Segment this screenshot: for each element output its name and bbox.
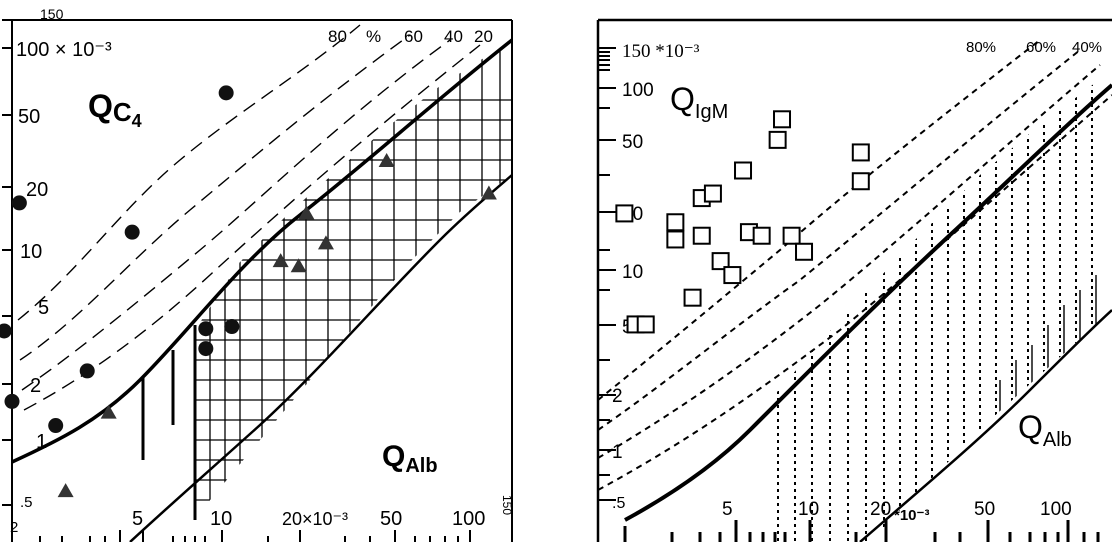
right-pct-40: 40% bbox=[1072, 39, 1102, 56]
left-lower-curve bbox=[129, 174, 513, 542]
chart1-square-point-5 bbox=[683, 288, 702, 307]
chart1-square-point-7 bbox=[692, 226, 711, 245]
right-markers bbox=[615, 110, 870, 334]
chart1-square-point-2 bbox=[636, 315, 655, 334]
left-x-tick-2: 2 bbox=[10, 519, 18, 536]
right-y-ticks bbox=[598, 47, 616, 501]
left-y-tick-10: 10 bbox=[20, 241, 42, 263]
chart1-square-point-10 bbox=[723, 266, 742, 285]
chart1-square-point-15 bbox=[773, 110, 792, 129]
chart0-circle-point-4 bbox=[48, 418, 64, 434]
chart0-triangle-point-8 bbox=[480, 185, 497, 200]
left-pct-80: 80 bbox=[328, 27, 347, 46]
left-y-tick-5: 5 bbox=[38, 297, 49, 319]
right-x-tick-5: 5 bbox=[722, 499, 733, 520]
chart0-circle-point-5 bbox=[79, 363, 95, 379]
right-qalb-label: QAlb bbox=[1018, 409, 1072, 451]
left-y-tick-2: 2 bbox=[30, 375, 41, 397]
right-dotted-region bbox=[777, 70, 1093, 542]
chart1-square-point-14 bbox=[768, 130, 787, 149]
chart1-square-point-17 bbox=[795, 242, 814, 261]
left-y-tick-100: 100 × 10⁻³ bbox=[16, 39, 112, 61]
left-chart: 150 100 × 10⁻³ 50 20 10 5 2 1 .5 bbox=[0, 6, 514, 542]
right-qigm-label: QIgM bbox=[670, 81, 728, 123]
right-x-tick-exp: *10⁻³ bbox=[894, 507, 929, 524]
chart1-square-point-19 bbox=[851, 172, 870, 191]
chart1-square-point-0 bbox=[615, 204, 634, 223]
left-pct-60: 60 bbox=[404, 27, 423, 46]
right-y-tick-10: 10 bbox=[622, 262, 643, 283]
left-pct-20: 20 bbox=[474, 27, 493, 46]
chart1-square-point-4 bbox=[666, 230, 685, 249]
right-y-tick-50: 50 bbox=[622, 132, 643, 153]
left-thick-curve bbox=[11, 38, 514, 464]
left-x-ticks bbox=[39, 530, 471, 542]
left-dashed-lines bbox=[17, 24, 481, 411]
chart0-circle-point-8 bbox=[198, 341, 214, 357]
chart0-circle-point-2 bbox=[4, 393, 20, 409]
left-markers bbox=[0, 85, 497, 498]
right-pct-60: 60% bbox=[1026, 39, 1056, 56]
left-y-tick-150: 150 bbox=[40, 6, 64, 22]
chart0-triangle-point-3 bbox=[272, 253, 289, 268]
left-qc4-label: QC4 bbox=[88, 88, 142, 131]
right-thick-curve bbox=[624, 83, 1112, 522]
left-crosshatch-region bbox=[195, 40, 512, 520]
chart1-square-point-11 bbox=[734, 161, 753, 180]
right-chart: 150 *10⁻³ 100 50 20 10 5 2 1 .5 bbox=[596, 18, 1112, 542]
chart0-circle-point-9 bbox=[218, 85, 234, 101]
chart0-triangle-point-5 bbox=[298, 205, 315, 220]
right-y-tick-1: 1 bbox=[612, 442, 623, 463]
chart0-circle-point-10 bbox=[224, 319, 240, 335]
chart1-square-point-3 bbox=[666, 213, 685, 232]
left-qalb-label: QAlb bbox=[382, 440, 438, 477]
left-x-tick-150: 150 bbox=[500, 495, 514, 515]
chart0-triangle-point-4 bbox=[290, 258, 307, 273]
left-vertical-bars bbox=[141, 325, 197, 520]
right-x-tick-10: 10 bbox=[798, 499, 819, 520]
chart0-circle-point-3 bbox=[11, 195, 27, 211]
chart1-square-point-18 bbox=[851, 143, 870, 162]
right-y-tick-100: 100 bbox=[622, 80, 654, 101]
chart0-circle-point-1 bbox=[0, 323, 12, 339]
chart0-triangle-point-7 bbox=[378, 152, 395, 167]
right-x-tick-100: 100 bbox=[1040, 499, 1072, 520]
right-y-tick-2: 2 bbox=[612, 386, 623, 407]
chart1-square-point-8 bbox=[703, 184, 722, 203]
chart0-triangle-point-1 bbox=[57, 483, 74, 498]
left-x-tick-5: 5 bbox=[132, 508, 143, 530]
chart0-triangle-point-6 bbox=[317, 235, 334, 250]
left-x-tick-50: 50 bbox=[380, 508, 402, 530]
left-x-tick-10: 10 bbox=[210, 508, 232, 530]
left-x-tick-100: 100 bbox=[452, 508, 485, 530]
left-y-tick-1: 1 bbox=[36, 431, 47, 453]
right-y-tick-05: .5 bbox=[612, 495, 625, 512]
chart0-circle-point-7 bbox=[198, 321, 214, 337]
right-lower-curve bbox=[859, 309, 1112, 542]
chart0-triangle-point-2 bbox=[100, 404, 117, 419]
chart1-square-point-13 bbox=[752, 226, 771, 245]
left-y-tick-50: 50 bbox=[18, 106, 40, 128]
left-pct-40: 40 bbox=[444, 27, 463, 46]
right-y-tick-150: 150 *10⁻³ bbox=[622, 41, 700, 62]
chart0-circle-point-6 bbox=[124, 224, 140, 240]
chart1-square-point-9 bbox=[711, 252, 730, 271]
right-x-ticks bbox=[623, 520, 1100, 542]
left-pct-symbol: % bbox=[366, 27, 381, 46]
left-y-tick-05: .5 bbox=[20, 494, 33, 511]
right-pct-80: 80% bbox=[966, 39, 996, 56]
left-x-tick-20: 20×10⁻³ bbox=[282, 509, 348, 529]
right-x-tick-50: 50 bbox=[974, 499, 995, 520]
right-x-tick-20: 20 bbox=[870, 499, 891, 520]
left-y-tick-20: 20 bbox=[26, 179, 48, 201]
chart1-square-point-16 bbox=[782, 226, 801, 245]
